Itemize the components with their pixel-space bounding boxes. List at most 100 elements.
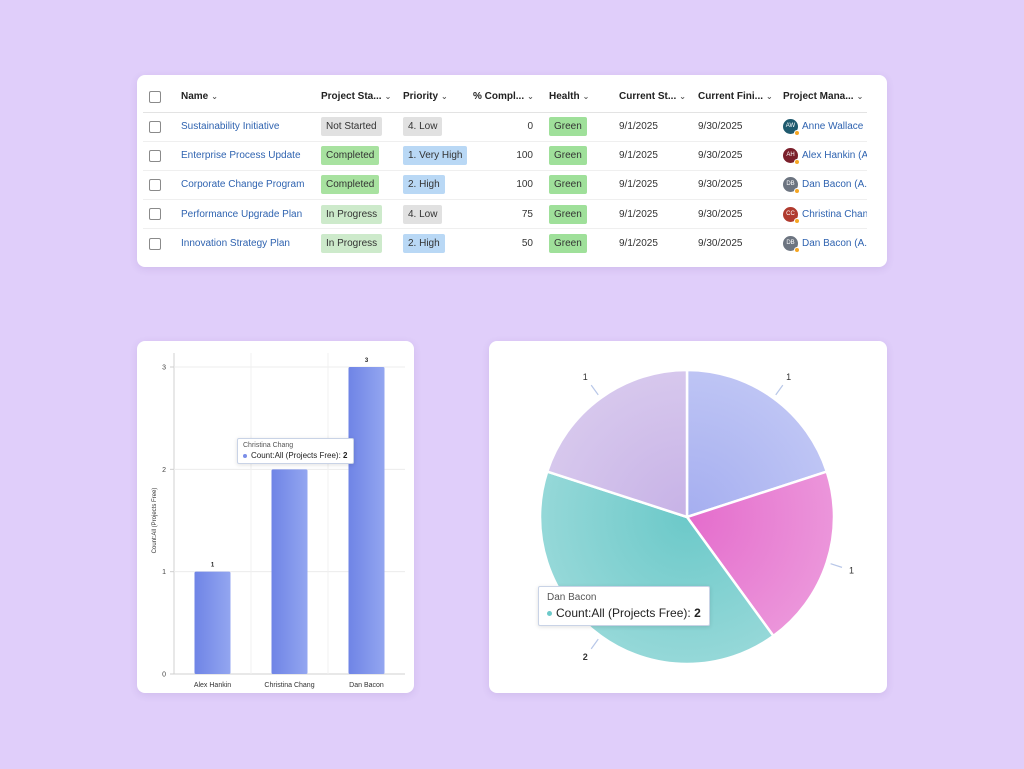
chevron-down-icon: ⌄ (384, 92, 392, 102)
column-header-label: Project Sta... (321, 91, 382, 103)
project-name-cell: Innovation Strategy Plan (177, 229, 317, 258)
row-checkbox[interactable] (149, 208, 161, 221)
column-header-label: % Compl... (473, 91, 525, 103)
status-cell: In Progress (317, 199, 399, 230)
avatar-initials: AH (786, 152, 795, 159)
avatar: AH (783, 148, 800, 166)
chevron-down-icon: ⌄ (679, 92, 686, 102)
presence-dot-icon (794, 217, 800, 224)
table-row[interactable]: Innovation Strategy Plan In Progress 2. Hi… (143, 229, 867, 258)
column-header-priority[interactable]: Priority ⌄ (399, 82, 469, 113)
column-header-label: Health (549, 91, 580, 103)
tooltip-value: 2 (343, 451, 348, 460)
finish-date-cell: 9/30/2025 (694, 141, 779, 171)
project-name-link[interactable]: Innovation Strategy Plan (181, 238, 290, 250)
chevron-down-icon: ⌄ (527, 92, 534, 102)
column-header-label: Priority (403, 91, 439, 103)
select-all-header (143, 82, 177, 113)
start-date-cell: 9/1/2025 (615, 112, 694, 142)
x-tick-label: Alex Hankin (194, 682, 231, 689)
project-manager-link[interactable]: Christina Chan... (802, 208, 867, 220)
column-header-label: Current Fini... (698, 91, 763, 103)
row-select-cell (143, 199, 177, 230)
pie-slice[interactable] (685, 368, 829, 519)
start-date-cell: 9/1/2025 (615, 141, 694, 171)
select-all-checkbox[interactable] (149, 90, 161, 103)
bar-dan-bacon[interactable] (348, 367, 385, 674)
priority-cell: 2. High (399, 229, 469, 258)
table-header-row: Name ⌄ Project Sta... ⌄ Priority ⌄ % Compl.… (143, 82, 867, 113)
priority-cell: 1. Very High (399, 141, 469, 171)
start-date-cell: 9/1/2025 (619, 238, 658, 250)
chevron-down-icon: ⌄ (856, 92, 864, 102)
table-row[interactable]: Corporate Change Program Completed 2. High… (143, 170, 867, 201)
tooltip-label: Count:All (Projects Free): (251, 451, 341, 460)
finish-date-cell: 9/30/2025 (694, 170, 779, 201)
column-header-name[interactable]: Name ⌄ (177, 82, 317, 113)
project-name-link[interactable]: Enterprise Process Update (181, 150, 301, 162)
priority-badge: 2. High (403, 175, 445, 195)
y-tick-label: 2 (162, 467, 166, 474)
slice-leader-line (590, 384, 599, 396)
project-manager-link[interactable]: Alex Hankin (A... (802, 150, 867, 162)
status-cell: Completed (317, 170, 399, 201)
tooltip-line: Count:All (Projects Free): 2 (547, 606, 701, 620)
column-header-label: Name (181, 91, 209, 103)
projects-table: Name ⌄ Project Sta... ⌄ Priority ⌄ % Compl.… (143, 82, 867, 258)
slice-data-label: 1 (849, 565, 854, 575)
slice-leader-line (590, 638, 599, 650)
priority-cell: 4. Low (399, 199, 469, 230)
bar-chart[interactable]: 0 1 2 3 Count:All (Projects Free) Alex Hankin… (137, 341, 414, 693)
bar-christina-chang[interactable] (271, 469, 308, 674)
percent-complete-cell: 50 (521, 238, 533, 250)
column-header-label: Current St... (619, 91, 677, 103)
row-checkbox[interactable] (149, 149, 161, 162)
finish-date-cell: 9/30/2025 (698, 238, 743, 250)
manager-cell: CC Christina Chan... (779, 199, 867, 230)
project-name-cell: Sustainability Initiative (177, 112, 317, 142)
bar-alex-hankin[interactable] (194, 571, 231, 674)
presence-dot-icon (794, 159, 800, 166)
row-select-cell (143, 141, 177, 171)
column-header-finish[interactable]: Current Fini... ⌄ (694, 82, 779, 113)
table-row[interactable]: Enterprise Process Update Completed 1. Ver… (143, 141, 867, 171)
tooltip-label: Count:All (Projects Free): (556, 606, 691, 620)
x-tick-label: Christina Chang (264, 682, 314, 689)
project-manager-link[interactable]: Anne Wallace ... (802, 121, 867, 133)
presence-dot-icon (794, 130, 800, 137)
project-name-cell: Performance Upgrade Plan (177, 199, 317, 230)
column-header-status[interactable]: Project Sta... ⌄ (317, 82, 399, 113)
column-header-health[interactable]: Health ⌄ (545, 82, 615, 113)
y-tick-label: 3 (162, 365, 166, 372)
project-name-link[interactable]: Sustainability Initiative (181, 121, 280, 133)
tooltip-value: 2 (694, 606, 701, 620)
project-name-link[interactable]: Corporate Change Program (181, 179, 305, 191)
row-select-cell (143, 229, 177, 258)
row-checkbox[interactable] (149, 120, 161, 133)
table-row[interactable]: Sustainability Initiative Not Started 4. L… (143, 112, 867, 142)
tooltip-line: Count:All (Projects Free): 2 (243, 451, 348, 460)
status-badge: Completed (321, 175, 380, 195)
projects-table-card: Name ⌄ Project Sta... ⌄ Priority ⌄ % Compl.… (137, 75, 887, 267)
priority-badge: 4. Low (403, 117, 443, 137)
manager-cell: DB Dan Bacon (A... (779, 170, 867, 201)
manager-cell: AW Anne Wallace ... (779, 112, 867, 142)
table-row[interactable]: Performance Upgrade Plan In Progress 4. Lo… (143, 199, 867, 230)
status-cell: Not Started (317, 112, 399, 142)
column-header-start[interactable]: Current St... ⌄ (615, 82, 694, 113)
pie-slice[interactable] (545, 368, 689, 519)
column-header-manager[interactable]: Project Mana... ⌄ (779, 82, 867, 113)
project-manager-link[interactable]: Dan Bacon (A... (802, 179, 867, 191)
project-name-cell: Corporate Change Program (177, 170, 317, 201)
column-header-complete[interactable]: % Compl... ⌄ (469, 82, 545, 113)
project-name-link[interactable]: Performance Upgrade Plan (181, 208, 303, 220)
pie-slice[interactable] (684, 469, 836, 638)
status-badge: Completed (321, 146, 380, 166)
row-checkbox[interactable] (149, 237, 161, 250)
priority-badge: 4. Low (403, 204, 443, 224)
series-dot-icon (243, 453, 247, 458)
pie-chart[interactable]: 1 1 2 1 (489, 341, 887, 693)
row-checkbox[interactable] (149, 178, 161, 191)
project-manager-link[interactable]: Dan Bacon (A... (802, 238, 867, 250)
health-badge: Green (549, 175, 587, 195)
